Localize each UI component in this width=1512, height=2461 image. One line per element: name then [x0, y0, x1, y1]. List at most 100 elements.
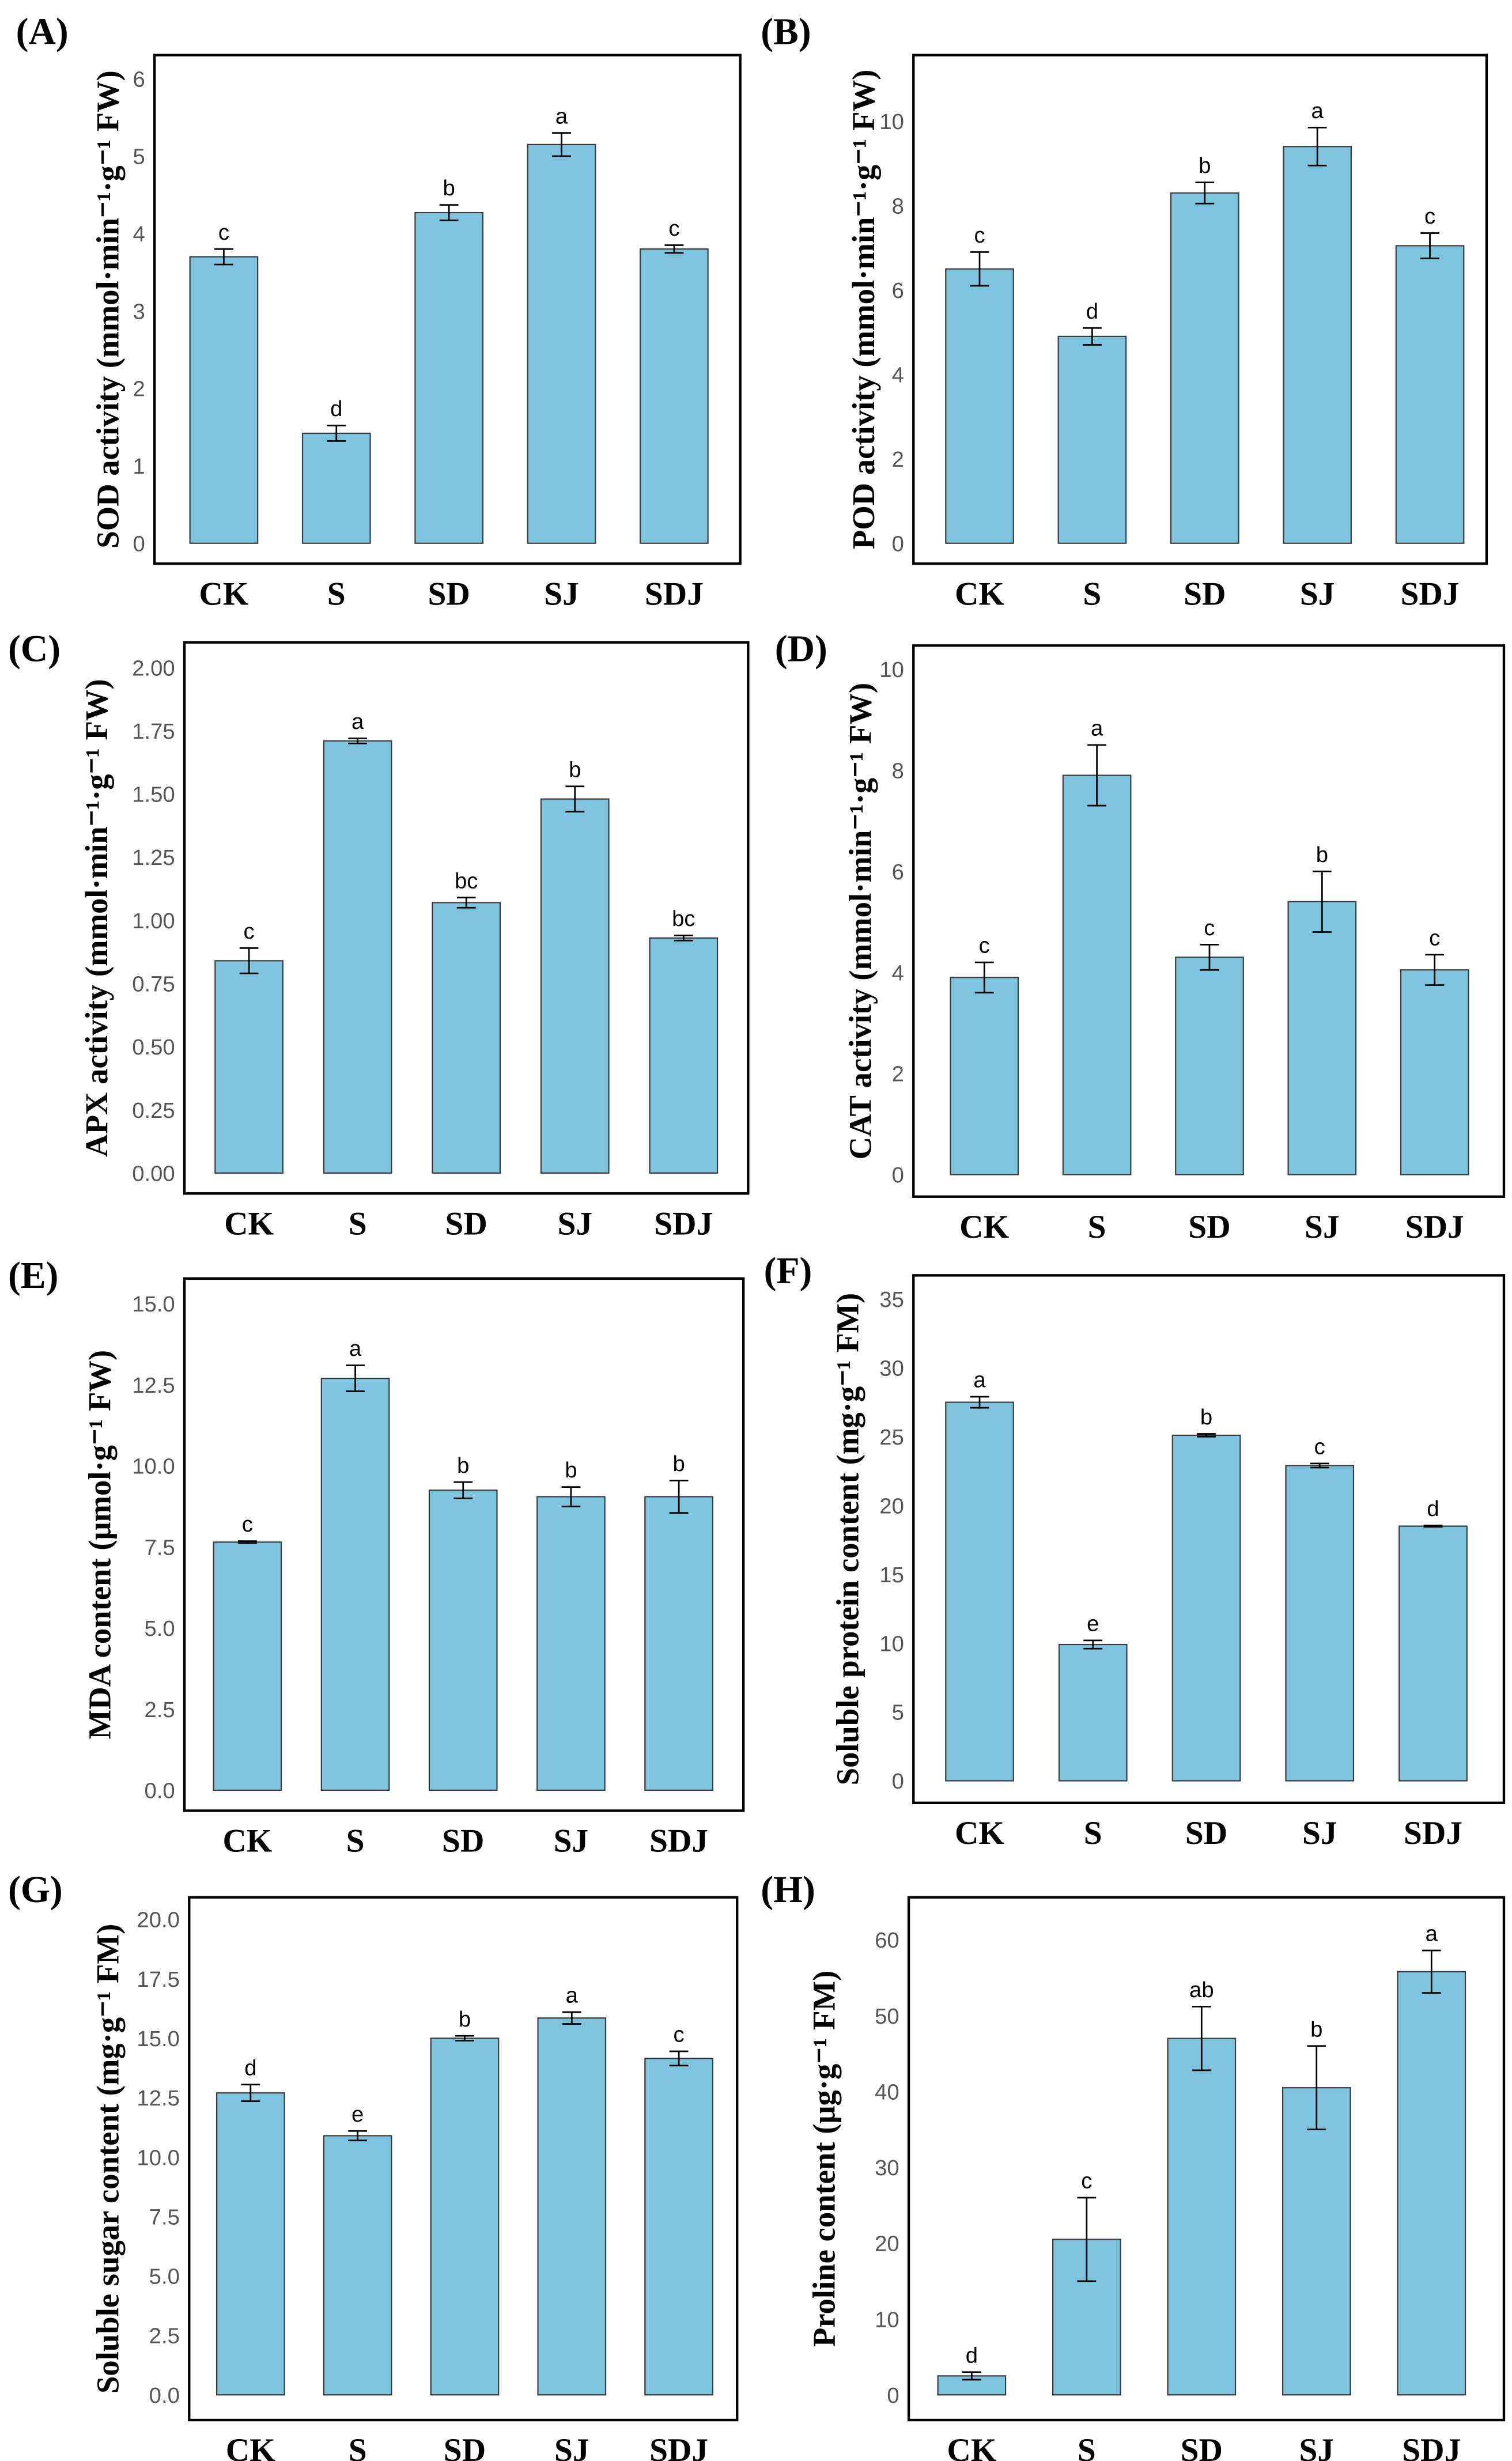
panel-label: (B) — [761, 12, 811, 53]
x-tick-label: CK — [199, 576, 248, 612]
plot-frame — [153, 54, 742, 565]
y-tick-label: 0 — [892, 1163, 904, 1188]
y-tick-label: 5 — [133, 145, 145, 169]
bar-sj — [527, 143, 596, 544]
y-tick-label: 1.00 — [132, 909, 175, 933]
y-tick-label: 3 — [133, 299, 145, 324]
bar-sd — [414, 211, 483, 544]
x-tick-label: S — [1078, 2432, 1096, 2461]
y-tick-label: 25 — [879, 1425, 904, 1450]
significance-letter: a — [351, 709, 364, 734]
bar-sd — [1167, 2037, 1237, 2396]
y-tick-label: 20 — [879, 1494, 904, 1518]
x-tick-label: SJ — [557, 1205, 592, 1242]
y-tick-label: 1.50 — [132, 782, 175, 807]
bar-sdj — [1395, 245, 1465, 544]
x-tick-label: SD — [1181, 2432, 1223, 2461]
bar-sdj — [644, 1496, 713, 1791]
y-tick-label: 1 — [133, 454, 145, 479]
bar-sdj — [1397, 1971, 1466, 2396]
bar-sdj — [640, 248, 709, 544]
significance-letter: d — [1086, 299, 1098, 324]
significance-letter: a — [349, 1336, 362, 1361]
y-axis-label: CAT activity (mmol·min⁻¹·g⁻¹ FW) — [842, 683, 878, 1160]
y-axis-label: Proline content (μg·g⁻¹ FM) — [807, 1971, 842, 2347]
y-tick-label: 20.0 — [137, 1908, 179, 1933]
y-tick-label: 40 — [875, 2080, 899, 2104]
x-tick-label: SDJ — [654, 1205, 713, 1242]
y-tick-label: 5 — [892, 1700, 904, 1725]
bar-s — [320, 1377, 390, 1791]
y-tick-label: 4 — [892, 961, 904, 985]
significance-letter: c — [244, 919, 255, 944]
panel-label: (F) — [764, 1250, 812, 1292]
y-tick-label: 12.5 — [137, 2086, 179, 2111]
y-tick-label: 0.50 — [132, 1035, 175, 1060]
bar-s — [301, 432, 371, 544]
y-tick-label: 0.00 — [132, 1161, 175, 1186]
y-tick-label: 10 — [879, 1631, 904, 1656]
chart-panel-e: (E) 0.0 2.5 5.0 7.5 10.0 12.5 15.0 MDA content (… — [8, 1255, 745, 1859]
plot-frame — [183, 641, 750, 1195]
y-tick-label: 10 — [879, 657, 904, 682]
x-tick-label: SD — [442, 1823, 484, 1859]
bar-ck — [950, 977, 1019, 1175]
x-tick-label: SDJ — [645, 576, 704, 612]
significance-letter: b — [443, 176, 455, 201]
y-tick-label: 0.0 — [149, 2383, 180, 2408]
bar-sdj — [644, 2058, 713, 2396]
y-axis-label: Soluble protein content (mg·g⁻¹ FM) — [830, 1293, 865, 1786]
significance-letter: a — [1091, 716, 1103, 741]
significance-letter: c — [1204, 916, 1215, 940]
y-tick-label: 7.5 — [149, 2205, 180, 2229]
y-tick-label: 15.0 — [137, 2027, 179, 2051]
y-tick-label: 10 — [875, 2307, 899, 2332]
bar-ck — [945, 1401, 1014, 1782]
panel-label: (C) — [8, 629, 61, 670]
y-tick-label: 6 — [892, 860, 904, 884]
x-tick-label: CK — [947, 2432, 996, 2461]
panel-label: (D) — [775, 629, 827, 670]
x-tick-label: SJ — [554, 1823, 589, 1859]
x-tick-label: SD — [445, 1205, 487, 1242]
significance-letter: a — [1426, 1922, 1438, 1946]
y-tick-label: 2 — [892, 1062, 904, 1087]
x-tick-label: CK — [959, 1209, 1009, 1245]
y-tick-label: 0.75 — [132, 971, 175, 996]
y-tick-label: 50 — [875, 2004, 899, 2029]
x-tick-label: CK — [955, 576, 1004, 612]
x-tick-label: S — [327, 576, 346, 612]
bar-ck — [189, 256, 259, 544]
significance-letter: c — [1314, 1434, 1325, 1459]
y-tick-label: 1.75 — [132, 719, 175, 744]
panel-label: (H) — [761, 1869, 815, 1911]
significance-letter: a — [1311, 99, 1324, 123]
y-tick-label: 10 — [879, 109, 904, 134]
chart-panel-a: (A) 0 1 2 3 4 5 6 SOD activity (mmol·min⁻¹·g⁻¹ F… — [16, 12, 742, 612]
y-tick-label: 17.5 — [137, 1967, 179, 1992]
x-tick-label: S — [346, 1823, 365, 1859]
y-tick-label: 10.0 — [137, 2145, 179, 2170]
bar-sd — [432, 902, 501, 1174]
x-tick-label: SD — [444, 2432, 486, 2461]
x-tick-label: SJ — [1305, 1209, 1340, 1245]
plot-frame — [907, 1896, 1506, 2422]
y-tick-label: 1.25 — [132, 845, 175, 870]
x-tick-label: SJ — [554, 2432, 589, 2461]
significance-letter: b — [1316, 842, 1328, 867]
bar-sj — [536, 1496, 606, 1791]
y-axis-label: Soluble sugar content (mg·g⁻¹ FM) — [90, 1924, 125, 2394]
x-tick-label: SD — [428, 576, 470, 612]
x-tick-label: SDJ — [649, 1823, 708, 1859]
chart-panel-h: (H) 0 10 20 30 40 50 60 Proline content (μg·g⁻¹ … — [761, 1869, 1506, 2461]
plot-frame — [912, 644, 1506, 1198]
plot-frame — [188, 1896, 739, 2422]
y-tick-label: 8 — [892, 758, 904, 783]
x-tick-label: SJ — [544, 576, 579, 612]
significance-letter: b — [1200, 1405, 1212, 1430]
bar-s — [323, 2135, 392, 2396]
plot-frame — [183, 1277, 745, 1812]
x-tick-label: SJ — [1299, 2432, 1334, 2461]
bar-sj — [1283, 146, 1352, 544]
